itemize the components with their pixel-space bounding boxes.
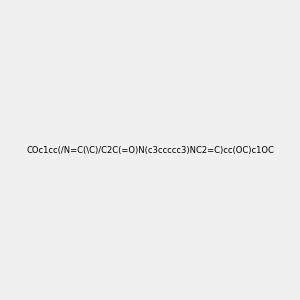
Text: COc1cc(/N=C(\C)/C2C(=O)N(c3ccccc3)NC2=C)cc(OC)c1OC: COc1cc(/N=C(\C)/C2C(=O)N(c3ccccc3)NC2=C)… [26, 146, 274, 154]
